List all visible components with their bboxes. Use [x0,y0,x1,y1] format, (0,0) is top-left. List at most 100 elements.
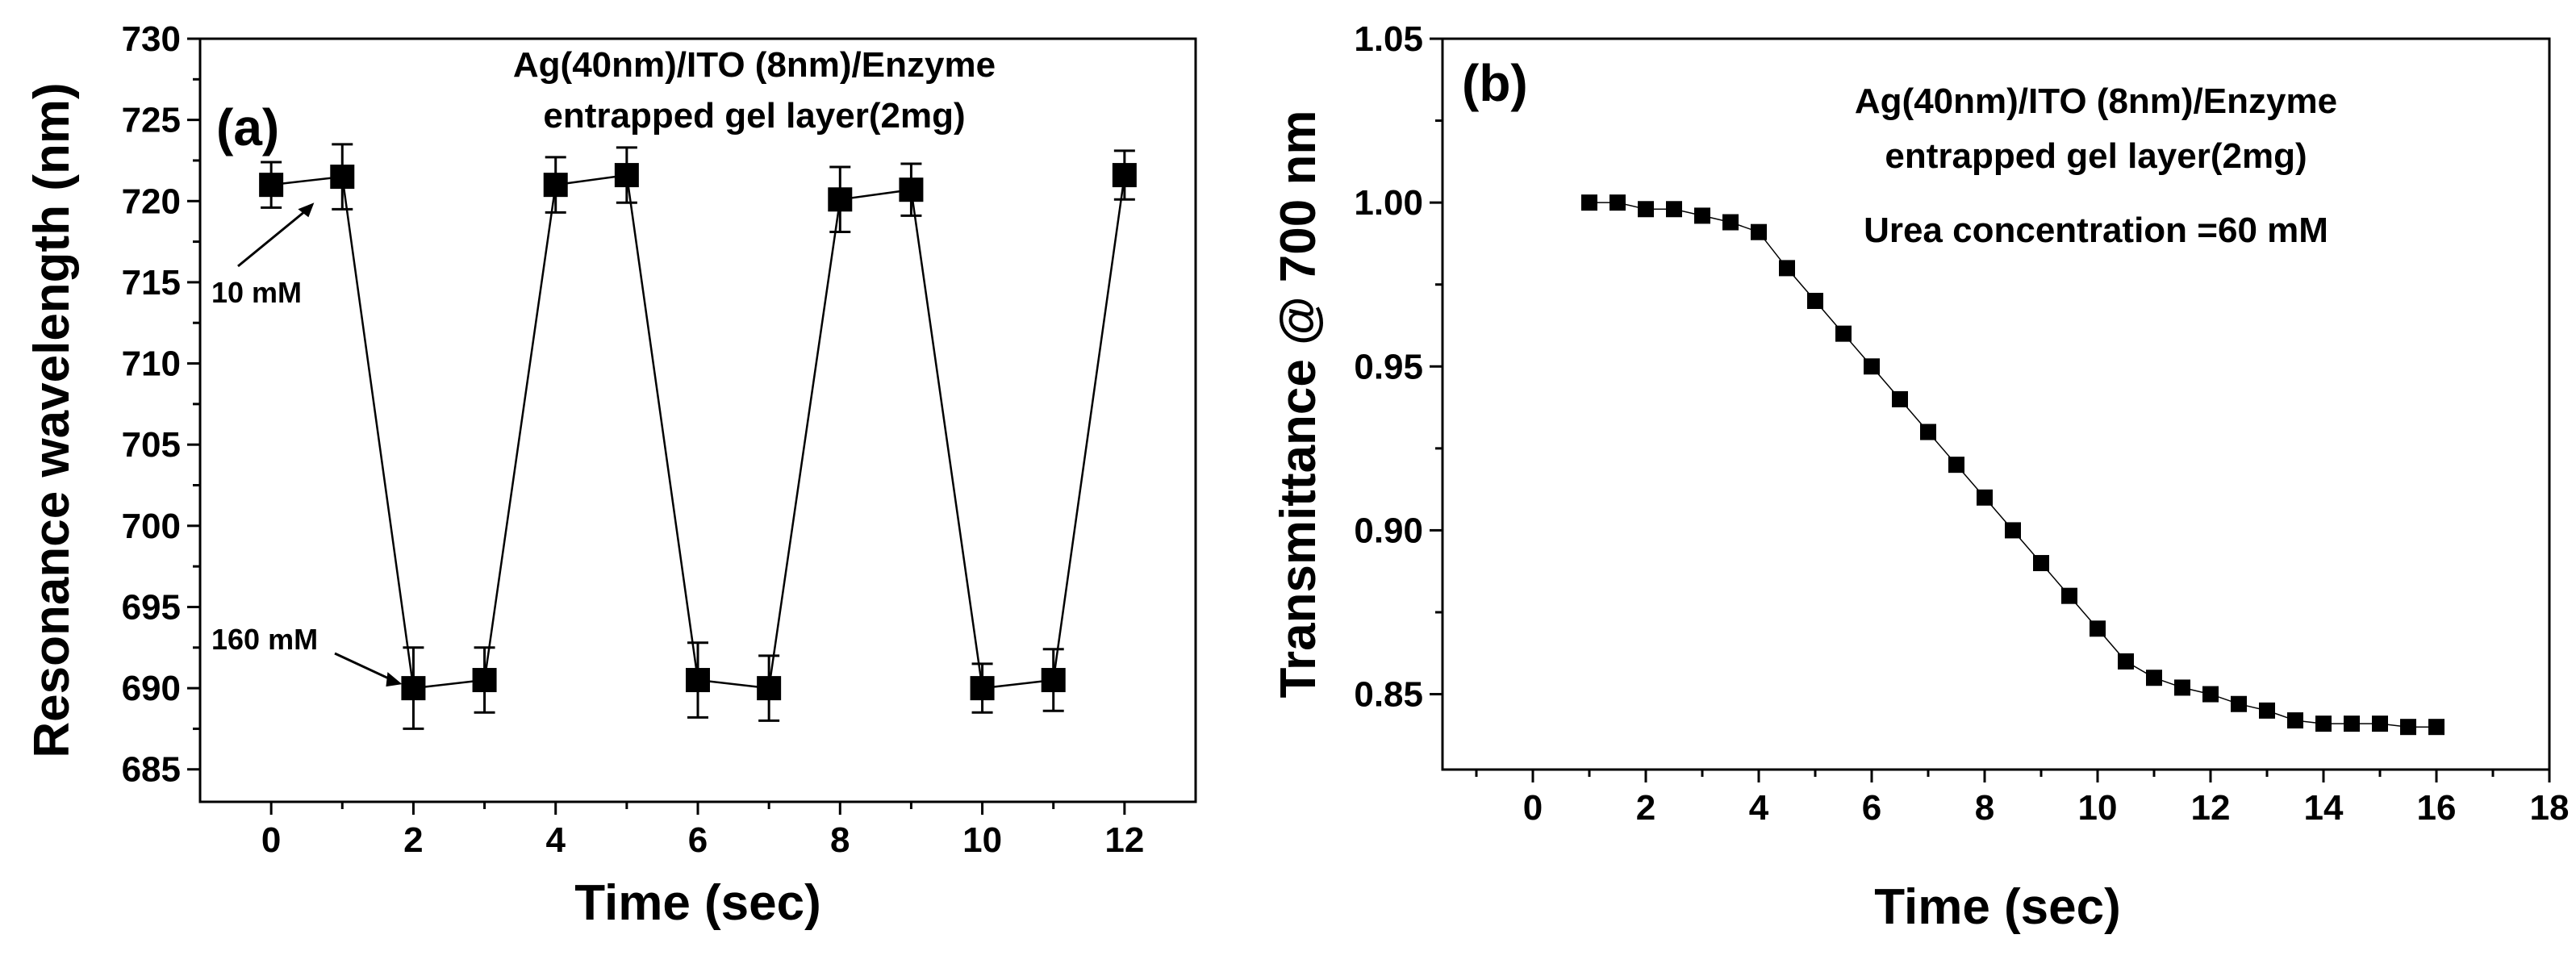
panel-b-data-point [1666,201,1682,218]
panel-b-data-point [1807,293,1823,310]
panel-a-y-axis-title: Resonance wavelength (nm) [24,82,80,757]
panel-a-title-line-2: entrapped gel layer(2mg) [543,96,965,136]
panel-b-data-point [2146,670,2162,686]
panel-a-annotation-160mM: 160 mM [211,623,318,656]
panel-b-data-marks [1581,194,2444,736]
panel-a: 0 2 4 6 8 10 12685690695700705710715720725730 … [24,19,1197,931]
panel-b-data-point [2400,719,2416,736]
panel-b-data-point [1948,457,1964,474]
panel-b-data-point [2005,522,2021,539]
panel-b-x-tick-label: 8 [1975,788,1994,828]
panel-b-y-tick-label: 0.85 [1354,675,1423,715]
panel-b-data-point [2061,587,2077,604]
panel-b-data-point [1920,424,1936,440]
panel-a-data-point [828,187,853,212]
panel-b-x-tick-label: 2 [1636,788,1655,828]
panel-b-subtitle: Urea concentration =60 mM [1864,211,2328,250]
panel-a-y-tick-label: 695 [122,587,181,627]
panel-b-x-tick-label: 10 [2078,788,2118,828]
panel-a-y-tick-label: 725 [122,101,181,140]
panel-a-annotation-10mM-arrow [237,208,309,268]
panel-a-x-tick-label: 8 [830,820,850,860]
panel-b-data-point [2372,716,2388,732]
panel-a-annotation-160mM-arrowhead [386,672,403,687]
panel-b-x-tick-label: 14 [2304,788,2344,828]
panel-b-data-point [1751,223,1767,240]
panel-b-data-point [2174,679,2190,696]
panel-a-data-point [757,676,782,701]
panel-a-label: (a) [216,98,279,156]
panel-b-x-tick-label: 6 [1862,788,1881,828]
panel-b-data-point [2344,716,2360,732]
panel-b-data-point [2090,620,2106,637]
panel-a-annotation-160mM-arrow [334,652,397,683]
panel-b-label: (b) [1462,54,1528,112]
panel-a-annotation-10mM-arrowhead [298,202,315,218]
panel-a-data-point [1041,668,1066,693]
panel-b-y-axis-title: Transmittance @ 700 nm [1271,111,1326,699]
panel-b-ticks: 0 2 4 6 8 10 12 14 16 18 0.85 0.90 0.95 1.00 1.05 [1354,19,2569,828]
panel-a-series-line [270,173,1126,690]
panel-b-data-point [1722,214,1739,231]
panel-a-data-point [970,676,995,701]
panel-a-x-axis-title: Time (sec) [574,875,821,931]
panel-a-x-tick-label: 6 [688,820,708,860]
panel-a-y-tick-label: 705 [122,425,181,465]
panel-b-data-point [1864,358,1880,375]
panel-b-series-line [1589,202,2436,728]
panel-b-data-point [1779,260,1795,277]
panel-b-x-tick-label: 0 [1523,788,1543,828]
panel-b-data-point [1609,194,1626,211]
panel-a-data-point [899,177,924,202]
panel-a-y-tick-label: 710 [122,344,181,384]
panel-a-annotation-10mM: 10 mM [211,276,302,309]
panel-a-y-tick-label: 685 [122,750,181,790]
panel-b-data-point [1581,194,1597,211]
panel-a-ticks: 0 2 4 6 8 10 12 685 690 695 700 705 710 715 720 725 730 [122,19,1145,860]
panel-a-y-tick-label: 720 [122,182,181,221]
panel-b-data-point [2428,719,2444,736]
panel-b-x-tick-label: 18 [2530,788,2570,828]
panel-b-data-point [1694,207,1710,224]
panel-a-data-point [259,173,284,198]
panel-b-y-tick-label: 0.90 [1354,511,1423,550]
panel-a-x-tick-label: 12 [1104,820,1144,860]
panel-a-x-tick-label: 4 [545,820,566,860]
panel-b-data-point [2231,695,2247,712]
panel-b-plot-frame [1441,37,2551,771]
panel-a-y-tick-label: 715 [122,263,181,302]
panel-a-data-point [330,165,355,190]
panel-b-data-point [2315,716,2332,732]
panel-b-title-line-2: entrapped gel layer(2mg) [1885,136,2307,176]
panel-a-data-point [543,173,568,198]
panel-b-title-line-1: Ag(40nm)/ITO (8nm)/Enzyme [1855,81,2337,121]
panel-a-x-tick-label: 2 [403,820,423,860]
panel-a-y-tick-label: 730 [122,19,181,59]
panel-a-data-point [1112,163,1137,188]
panel-b-x-axis-title: Time (sec) [1874,879,2121,935]
panel-a-data-point [614,163,639,188]
panel-a-y-tick-label: 700 [122,507,181,546]
panel-b-data-point [1638,201,1654,218]
panel-b-x-tick-label: 12 [2191,788,2231,828]
panel-b-data-point [2202,686,2219,703]
panel-b-y-tick-label: 0.95 [1354,347,1423,386]
panel-a-data-point [472,668,497,693]
panel-b-data-point [2287,712,2303,729]
panel-a-data-point [686,668,710,693]
panel-a-data-point [401,676,426,701]
panel-b-data-point [1835,325,1852,342]
panel-b-data-point [2259,702,2275,719]
panel-b-y-tick-label: 1.00 [1354,183,1423,223]
panel-b-data-point [1977,489,1993,506]
panel-a-x-tick-label: 10 [962,820,1002,860]
panel-a-data-marks: 10 mM 160 mM [211,143,1137,730]
panel-b-y-tick-label: 1.05 [1354,19,1423,59]
panel-a-x-tick-label: 0 [261,820,281,860]
panel-b-data-point [2118,653,2134,670]
panel-a-y-tick-label: 690 [122,669,181,708]
panel-b: 0 2 4 6 8 10 12 14 16 180.850.900.951.001.05 (b) … [1271,19,2569,935]
panel-b-x-tick-label: 4 [1749,788,1769,828]
panel-b-x-tick-label: 16 [2417,788,2457,828]
